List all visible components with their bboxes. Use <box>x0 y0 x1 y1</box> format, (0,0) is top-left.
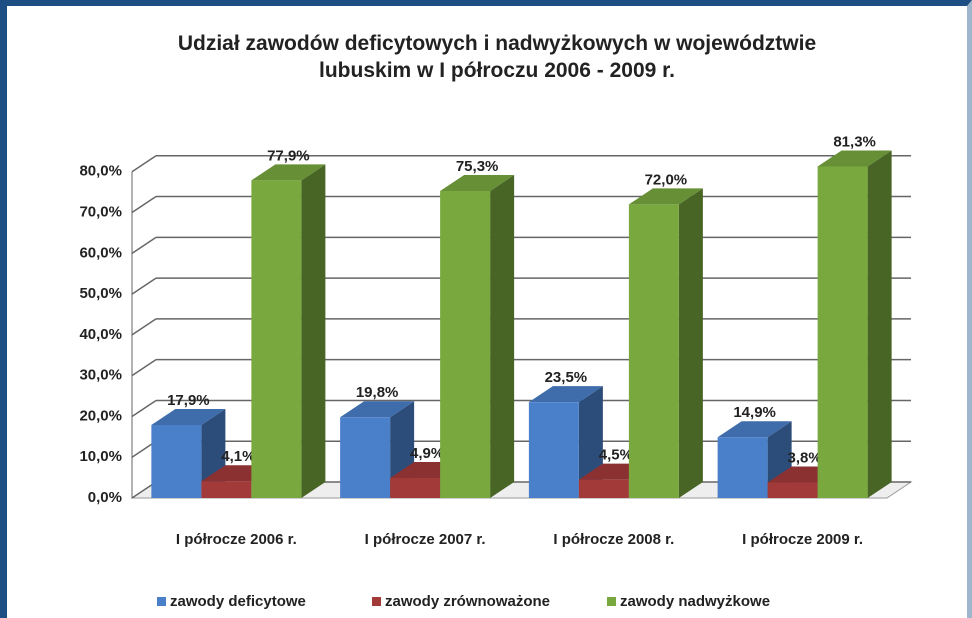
grid-line-side <box>131 359 157 377</box>
bar <box>628 204 679 498</box>
legend-swatch <box>157 597 166 606</box>
bar-top <box>717 421 792 438</box>
x-tick-label: I półrocze 2006 r. <box>176 531 297 548</box>
bar-side <box>867 150 892 498</box>
bar <box>390 478 441 498</box>
value-label: 4,1% <box>221 448 255 465</box>
value-label: 17,9% <box>167 392 210 409</box>
value-label: 75,3% <box>456 158 499 175</box>
y-tick-label: 40,0% <box>79 326 122 343</box>
bar-top <box>817 150 892 167</box>
value-label: 23,5% <box>545 369 588 386</box>
y-tick-label: 20,0% <box>79 407 122 424</box>
bar-side <box>301 164 326 498</box>
bar-top <box>151 409 226 426</box>
bar <box>578 479 629 498</box>
y-tick-label: 10,0% <box>79 448 122 465</box>
bar-top <box>628 188 703 205</box>
grid-line-side <box>131 195 157 214</box>
legend-label: zawody nadwyżkowe <box>620 593 770 610</box>
y-tick-label: 70,0% <box>79 204 122 221</box>
value-label: 77,9% <box>267 147 310 164</box>
grid-line-side <box>131 399 157 418</box>
bar <box>440 190 491 498</box>
legend-label: zawody zrównoważone <box>385 593 550 610</box>
bar <box>251 180 302 498</box>
bar <box>717 437 768 498</box>
grid-line-side <box>131 277 157 295</box>
grid-line-side <box>131 155 157 173</box>
grid-line-side <box>131 236 157 254</box>
y-tick-label: 50,0% <box>79 285 122 302</box>
value-label: 14,9% <box>733 404 776 421</box>
grid-line-side <box>131 318 157 336</box>
x-tick-label: I półrocze 2008 r. <box>553 531 674 548</box>
legend-swatch <box>372 597 381 606</box>
chart: 0,0% 10,0% 20,0% 30,0% 40,0% 50,0% 60,0% 70,0% 8… <box>79 133 913 610</box>
value-label: 72,0% <box>645 171 688 188</box>
chart-title: Udział zawodów deficytowych i nadwyżkowy… <box>177 32 817 82</box>
bar-top <box>528 386 603 403</box>
bar <box>151 425 202 498</box>
bar-top <box>440 174 515 191</box>
x-tick-label: I półrocze 2009 r. <box>742 531 863 548</box>
bar-top <box>340 401 415 418</box>
y-tick-label: 30,0% <box>79 367 122 384</box>
bar-side <box>678 188 703 498</box>
bar <box>340 417 391 498</box>
value-label: 4,9% <box>410 445 444 462</box>
bar <box>201 481 252 498</box>
value-label: 81,3% <box>833 133 876 150</box>
bar-side <box>490 174 515 498</box>
value-label: 4,5% <box>599 447 633 464</box>
x-tick-label: I półrocze 2007 r. <box>365 531 486 548</box>
value-label: 19,8% <box>356 384 399 401</box>
bar <box>767 482 818 498</box>
bar-top <box>251 164 326 181</box>
y-tick-label: 60,0% <box>79 244 122 261</box>
legend-label: zawody deficytowe <box>170 593 306 610</box>
bar <box>817 166 868 498</box>
legend-swatch <box>607 597 616 606</box>
bar <box>528 402 579 498</box>
value-label: 3,8% <box>788 449 822 466</box>
y-tick-label: 0,0% <box>88 489 122 506</box>
y-tick-label: 80,0% <box>79 163 122 180</box>
